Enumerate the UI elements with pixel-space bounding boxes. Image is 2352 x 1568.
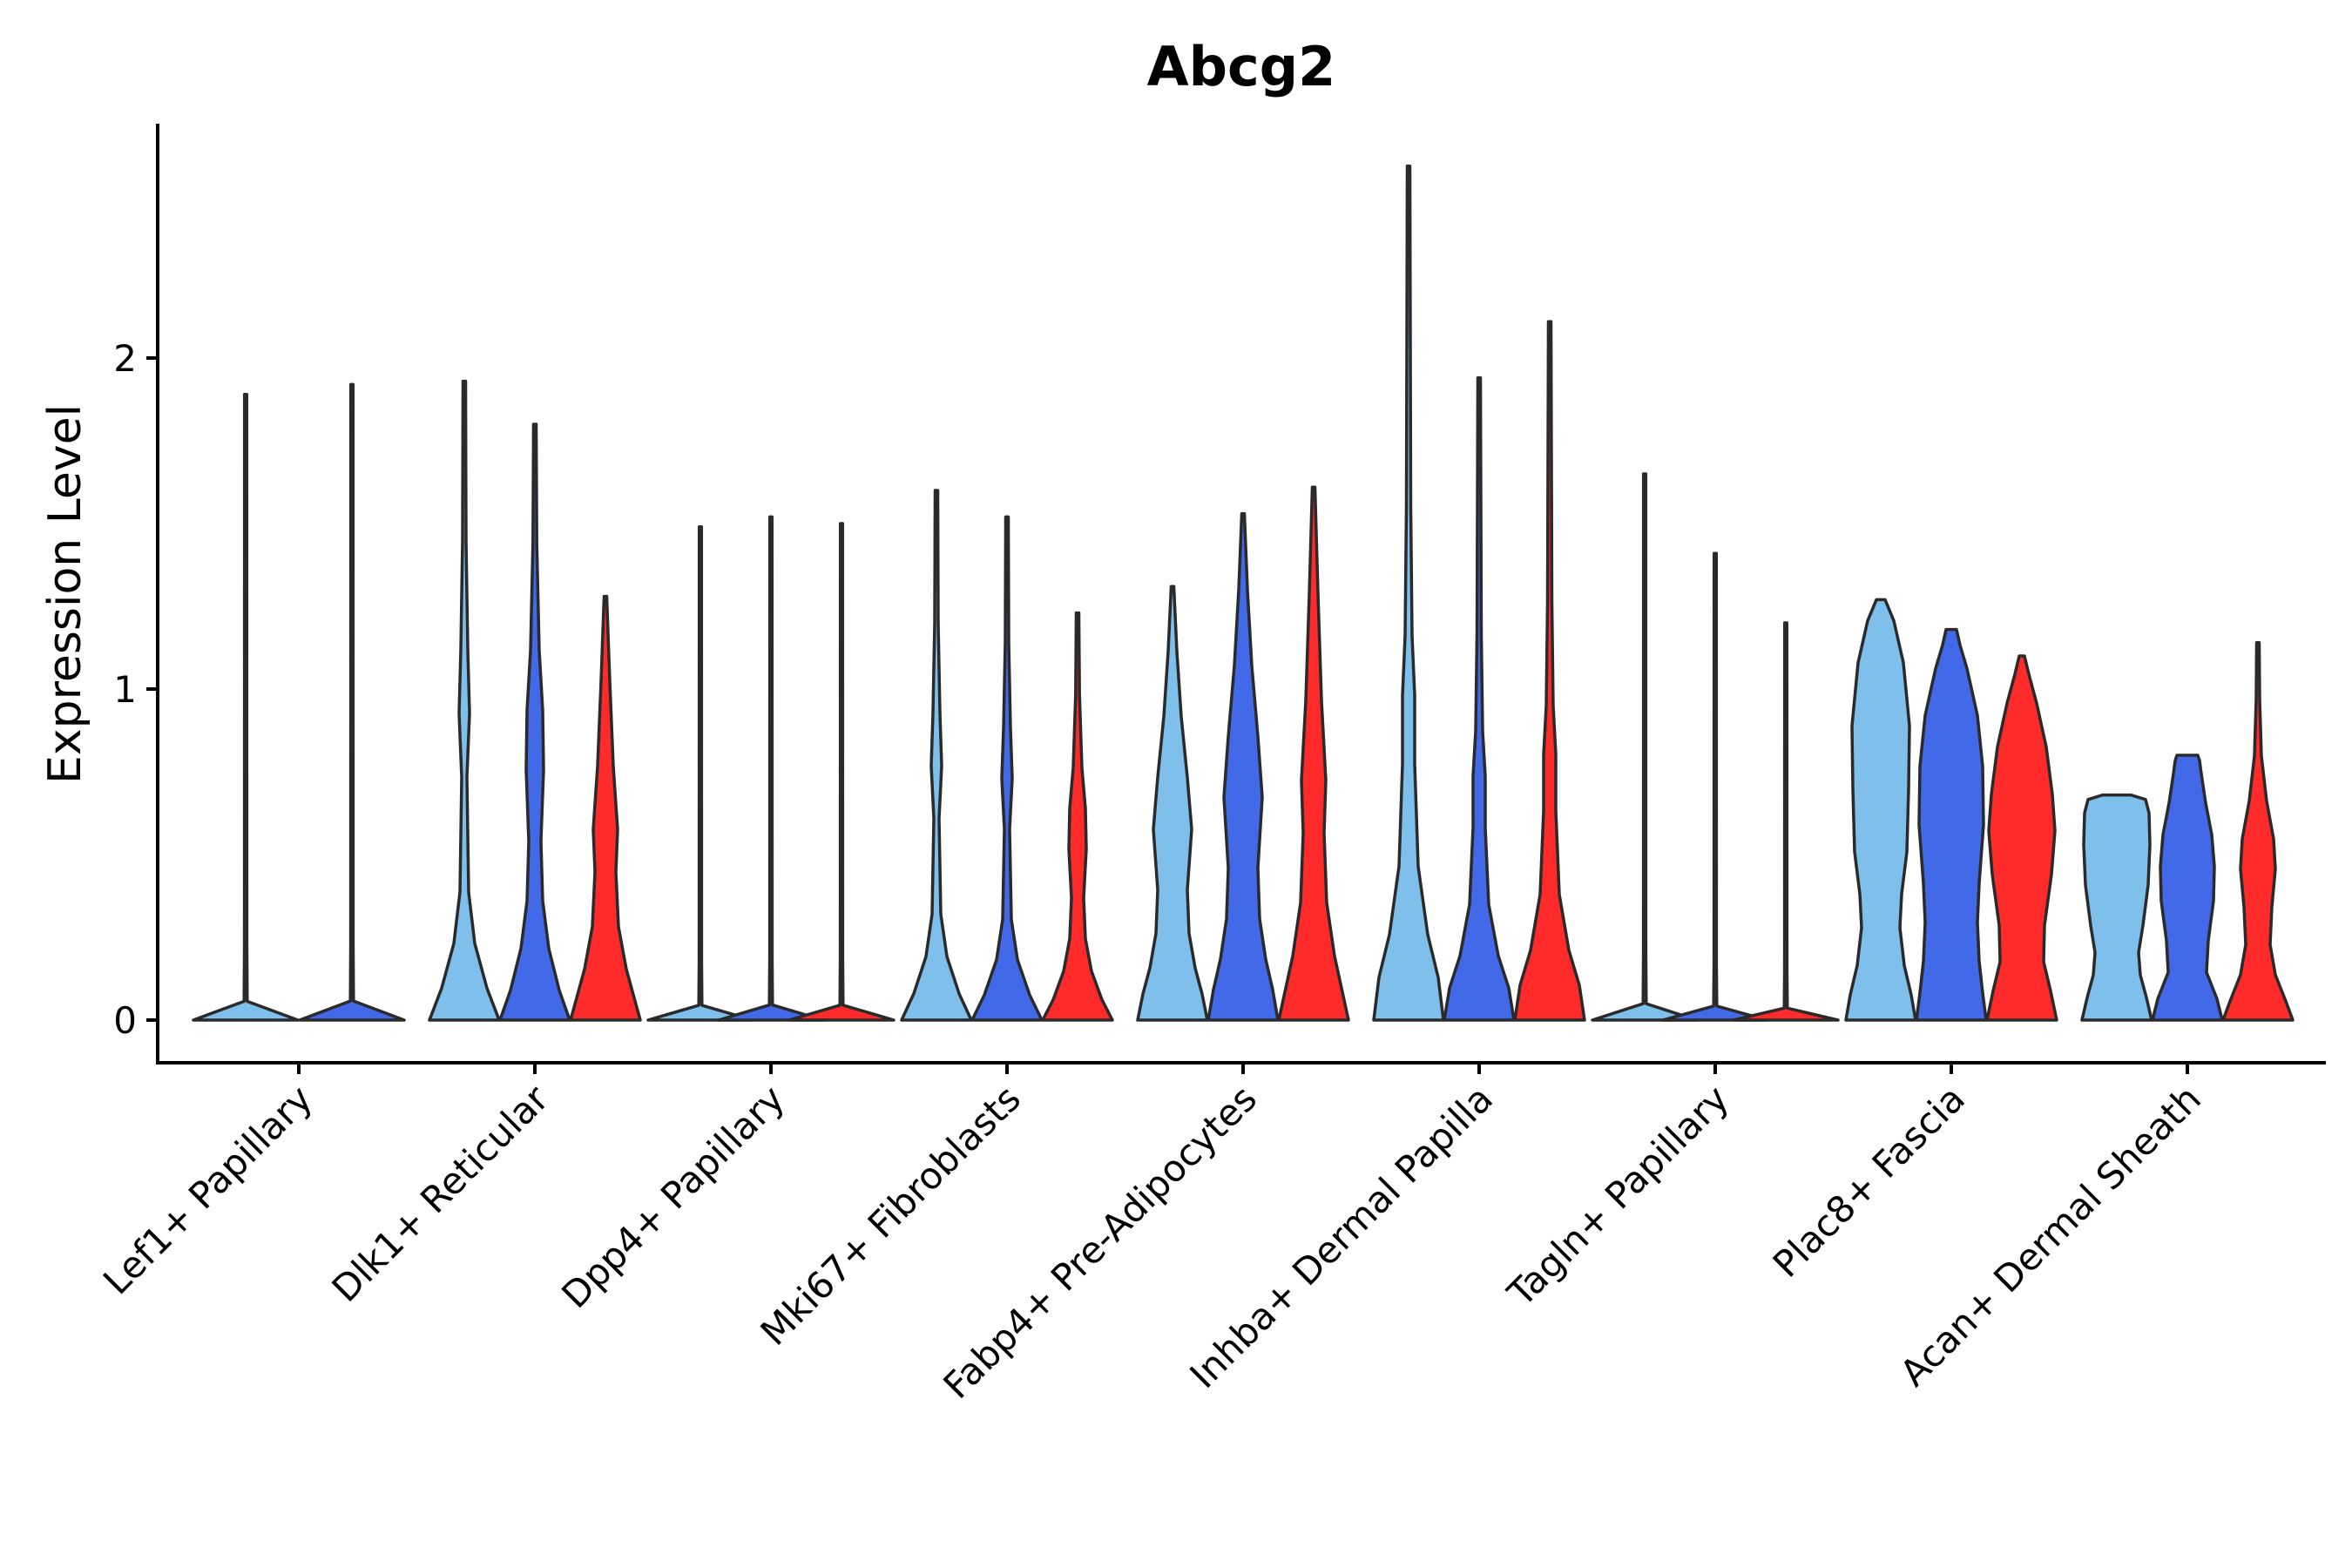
violin [2080,793,2153,1022]
x-tick-label: Dlk1+ Reticular [324,1077,558,1310]
violin [970,515,1044,1022]
y-tick-label: 0 [113,999,137,1042]
y-tick-label: 1 [113,668,137,711]
violin [900,489,973,1022]
violin [646,525,754,1022]
violin-layer [192,164,2295,1022]
violin [1277,485,1350,1022]
violin [498,422,571,1022]
violin [1136,585,1209,1022]
chart-title: Abcg2 [1147,35,1336,98]
violin [1443,376,1516,1022]
y-ticks: 0 1 2 [113,337,158,1042]
y-axis-label: Expression Level [39,404,91,784]
violin [2151,754,2224,1022]
x-tick-label: Tagln+ Papillary [1499,1077,1737,1315]
x-tick-label: Dpp4+ Papillary [553,1077,793,1316]
violin [1591,472,1699,1022]
violin [1372,164,1445,1022]
violin [717,515,825,1022]
violin [298,382,406,1022]
axes [156,124,2326,1064]
violin [428,379,501,1022]
violin [2221,641,2295,1022]
x-tick-label: Plac8+ Fascia [1765,1077,1973,1285]
violin [1041,611,1114,1022]
violin [1985,654,2058,1022]
violin [1513,320,1586,1022]
violin [1206,511,1280,1022]
violin [1661,551,1769,1022]
violin [1732,621,1840,1022]
x-tick-label: Mki67+ Fibroblasts [753,1077,1029,1353]
violin [569,594,642,1022]
x-tick-label: Lef1+ Papillary [95,1077,321,1302]
violin [787,522,896,1022]
violin [1844,598,1917,1022]
violin [1915,627,1988,1022]
violin [192,393,300,1022]
y-tick-label: 2 [113,337,137,380]
